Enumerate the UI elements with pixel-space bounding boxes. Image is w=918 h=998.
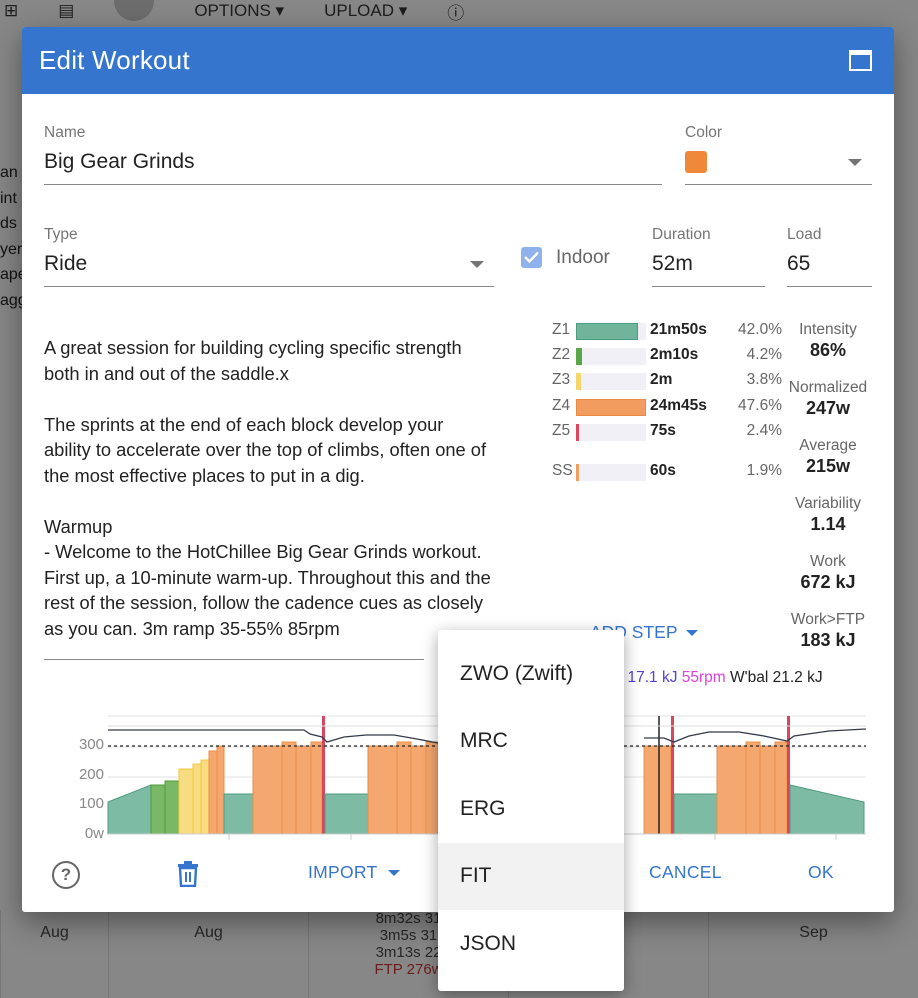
- zone-row-z2: Z2 2m10s 4.2%: [552, 346, 782, 365]
- type-value: Ride: [44, 252, 88, 275]
- add-icon: ⊞: [4, 1, 19, 20]
- upload-menu: UPLOAD ▾: [324, 1, 408, 20]
- duration-input[interactable]: 52m: [652, 252, 693, 275]
- zone-row-z4: Z4 24m45s 47.6%: [552, 397, 782, 416]
- chevron-down-icon: [848, 159, 862, 166]
- import-menu: ZWO (Zwift) MRC ERG FIT JSON: [438, 630, 624, 991]
- stat-work: Work 672 kJ: [800, 553, 856, 592]
- load-label: Load: [787, 226, 822, 243]
- zone-row-z5: Z5 75s 2.4%: [552, 422, 782, 441]
- chevron-down-icon: [470, 261, 484, 268]
- zone-bar: [576, 424, 579, 441]
- zone-bar: [576, 399, 646, 416]
- color-select[interactable]: Color: [685, 124, 872, 186]
- menu-item-erg[interactable]: ERG: [460, 796, 506, 820]
- zone-bar: [576, 323, 638, 340]
- name-field[interactable]: Name Big Gear Grinds: [44, 124, 662, 186]
- caret-down-icon: [685, 630, 698, 637]
- color-label: Color: [685, 124, 723, 141]
- load-input[interactable]: 65: [787, 252, 811, 275]
- type-label: Type: [44, 226, 78, 243]
- svg-text:0w: 0w: [85, 825, 104, 842]
- cursor-info: ) 17.1 kJ 55rpm W'bal 21.2 kJ: [618, 669, 823, 686]
- load-field[interactable]: Load 65: [787, 226, 872, 288]
- chart-svg: 0w 100 200 300: [79, 715, 867, 842]
- ok-button[interactable]: OK: [808, 862, 834, 882]
- menu-item-json[interactable]: JSON: [460, 931, 517, 955]
- name-input[interactable]: Big Gear Grinds: [44, 150, 195, 173]
- type-select[interactable]: Type Ride: [44, 226, 494, 288]
- delete-icon[interactable]: [177, 861, 199, 887]
- zone-row-z1: Z1 21m50s 42.0%: [552, 321, 782, 340]
- zone-bar: [576, 373, 581, 390]
- options-menu: OPTIONS ▾: [194, 1, 285, 20]
- background-left-column: an int ds yer ape agg: [0, 164, 22, 309]
- description-textarea[interactable]: A great session for building cycling spe…: [44, 337, 491, 639]
- zone-row-z3: Z3 2m 3.8%: [552, 371, 782, 390]
- color-swatch: [685, 151, 707, 173]
- check-icon: [524, 251, 539, 264]
- zone-bar: [576, 348, 582, 365]
- name-label: Name: [44, 124, 86, 141]
- stat-variability: Variability 1.14: [794, 495, 862, 534]
- zone-row-ss: SS 60s 1.9%: [552, 462, 782, 481]
- help-icon[interactable]: ?: [52, 861, 80, 889]
- indoor-label: Indoor: [556, 247, 610, 268]
- background-topbar: ⊞ ▤ OPTIONS ▾ UPLOAD ▾ ⓘ: [0, 0, 918, 23]
- indoor-checkbox[interactable]: [521, 247, 542, 268]
- svg-text:100: 100: [79, 795, 104, 812]
- dialog-title: Edit Workout: [39, 45, 190, 75]
- stat-work-over-ftp: Work>FTP 183 kJ: [790, 611, 866, 650]
- svg-text:200: 200: [79, 766, 104, 783]
- zone-bar: [576, 464, 579, 481]
- stat-intensity: Intensity 86%: [799, 321, 857, 360]
- import-button[interactable]: IMPORT: [308, 862, 400, 883]
- svg-text:300: 300: [79, 736, 104, 753]
- avatar: [114, 0, 155, 21]
- duration-field[interactable]: Duration 52m: [652, 226, 765, 288]
- menu-item-zwo[interactable]: ZWO (Zwift): [460, 661, 574, 685]
- maximize-icon[interactable]: [849, 50, 872, 71]
- background-calendar-row: Aug Aug 8m32s 31 3m5s 31 3m13s 22 FTP 27…: [0, 910, 918, 998]
- stat-normalized: Normalized 247w: [788, 379, 868, 418]
- duration-label: Duration: [652, 226, 711, 243]
- cancel-button[interactable]: CANCEL: [649, 862, 722, 882]
- caret-down-icon: [387, 870, 400, 877]
- help-icon: ⓘ: [447, 3, 465, 23]
- stat-average: Average 215w: [799, 437, 857, 476]
- menu-item-fit[interactable]: FIT: [438, 842, 624, 910]
- book-icon: ▤: [58, 1, 75, 20]
- menu-item-mrc[interactable]: MRC: [460, 729, 508, 753]
- workout-power-chart[interactable]: 0w 100 200 300: [44, 695, 874, 845]
- dialog-header: Edit Workout: [22, 27, 894, 94]
